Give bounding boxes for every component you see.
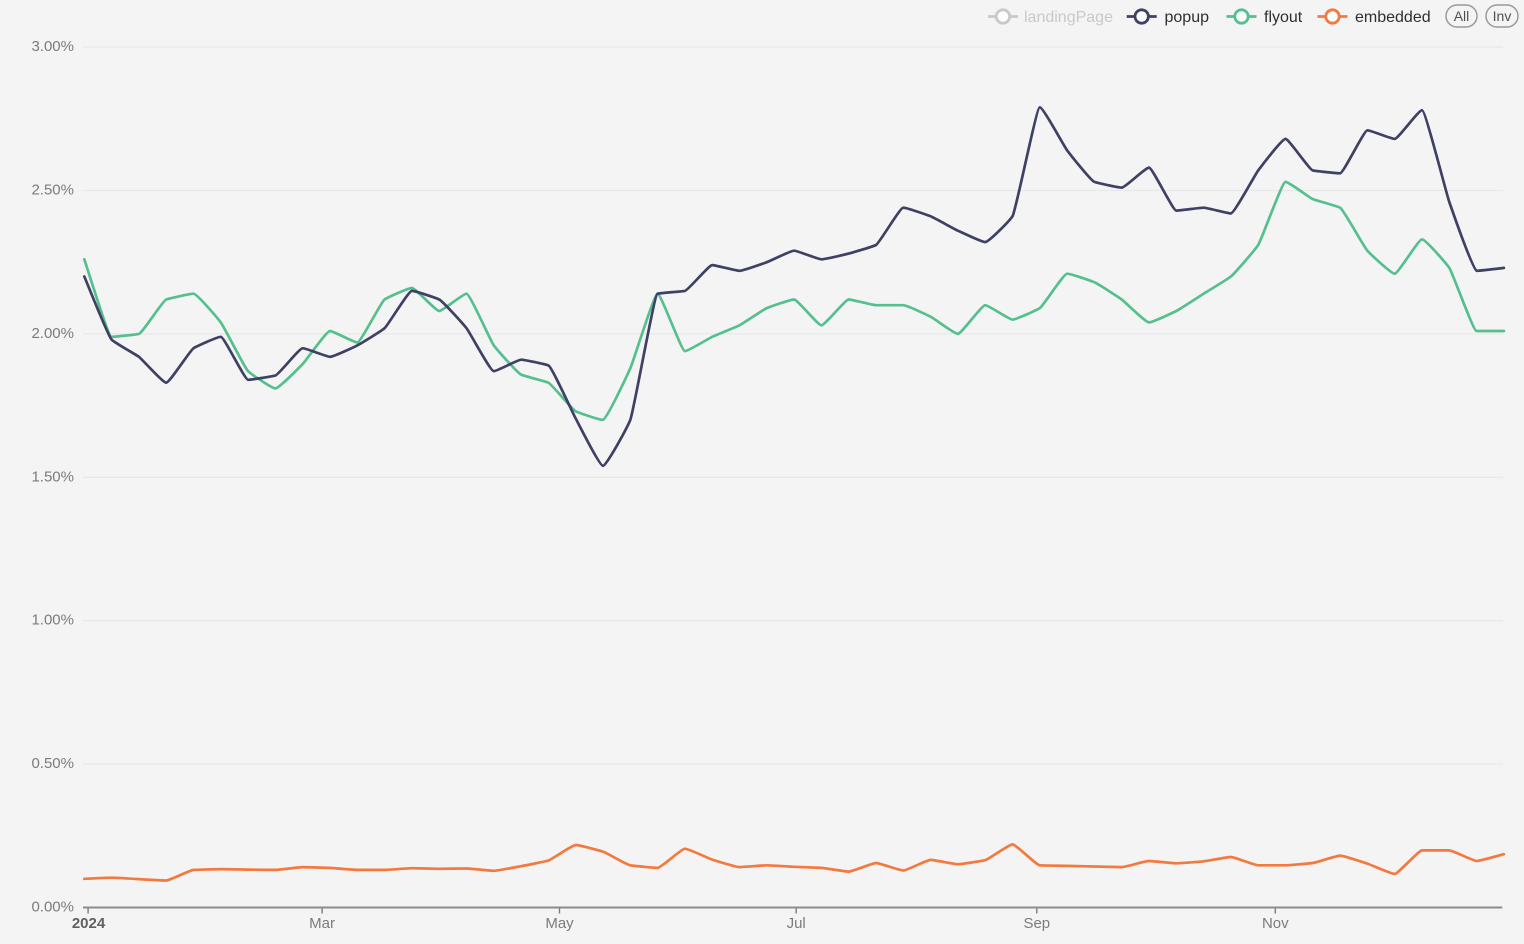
svg-text:1.50%: 1.50%	[31, 468, 74, 485]
svg-text:flyout: flyout	[1264, 9, 1303, 26]
svg-text:landingPage: landingPage	[1024, 9, 1113, 26]
svg-text:Sep: Sep	[1023, 915, 1050, 932]
svg-text:0.50%: 0.50%	[31, 755, 74, 772]
svg-text:2.50%: 2.50%	[31, 182, 74, 199]
svg-text:2.00%: 2.00%	[31, 325, 74, 342]
svg-text:0.00%: 0.00%	[31, 899, 74, 916]
svg-text:All: All	[1454, 8, 1470, 24]
svg-text:1.00%: 1.00%	[31, 612, 74, 629]
svg-text:3.00%: 3.00%	[31, 38, 74, 55]
svg-text:Jul: Jul	[787, 915, 806, 932]
svg-text:popup: popup	[1165, 9, 1210, 26]
svg-text:embedded: embedded	[1355, 9, 1431, 26]
svg-text:2024: 2024	[72, 915, 106, 932]
svg-text:Inv: Inv	[1493, 8, 1512, 24]
svg-text:Nov: Nov	[1262, 915, 1289, 932]
svg-text:May: May	[545, 915, 574, 932]
svg-text:Mar: Mar	[309, 915, 335, 932]
